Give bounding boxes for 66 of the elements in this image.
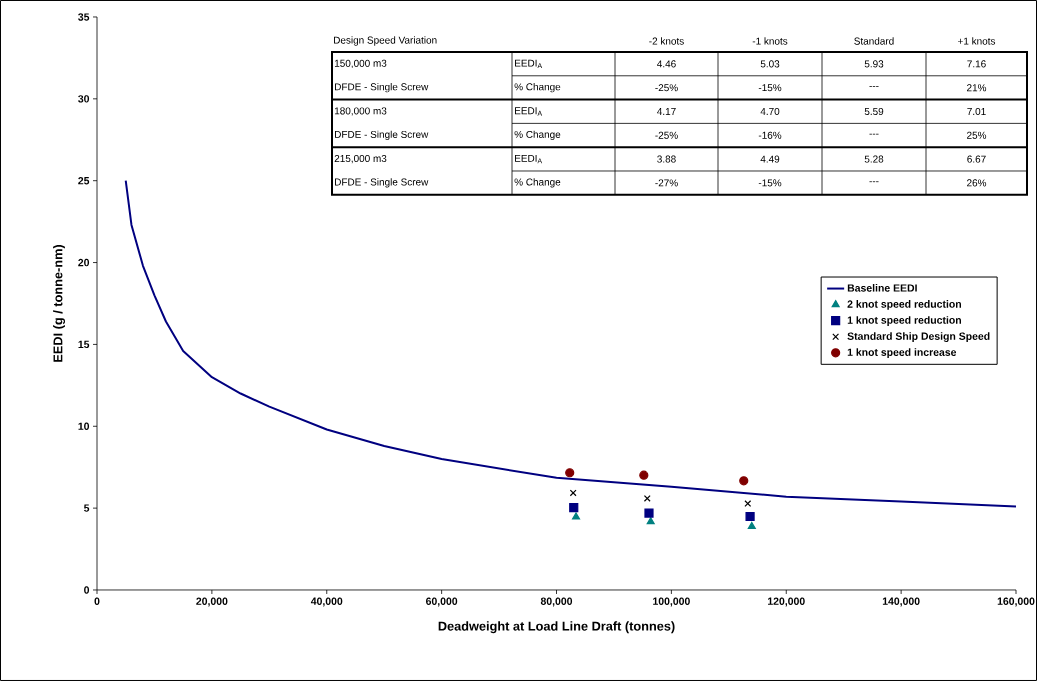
x-tick-label: 20,000 <box>196 597 228 607</box>
annotation: DFDE - Single Screw <box>335 130 429 140</box>
annotation: 25% <box>967 131 987 139</box>
x-tick-label: 80,000 <box>540 597 573 607</box>
x-tick-label: 40,000 <box>310 597 343 607</box>
annotation: EEDI$_{A}$ <box>515 59 543 69</box>
annotation: 3.88 <box>657 155 676 163</box>
x-tick-label: 140,000 <box>882 597 920 607</box>
annotation: 5.93 <box>864 60 884 68</box>
x-tick-label: 160,000 <box>997 597 1035 607</box>
y-tick-label: 5 <box>84 504 90 512</box>
annotation: -15% <box>758 179 782 187</box>
annotation: 26% <box>967 179 987 187</box>
annotation: -15% <box>758 84 782 92</box>
annotation: 7.16 <box>967 60 986 68</box>
annotation: DFDE - Single Screw <box>335 178 429 188</box>
annotation: -1 knots <box>752 37 788 45</box>
annotation: -2 knots <box>649 37 684 45</box>
annotation: 4.46 <box>657 60 676 68</box>
x-tick-label: 0 <box>94 597 100 605</box>
annotation: 5.59 <box>864 107 884 116</box>
annotation: --- <box>869 86 879 87</box>
annotation: DFDE - Single Screw <box>335 83 429 93</box>
legend-label: 1 knot speed increase <box>847 348 957 359</box>
annotation: % Change <box>514 83 561 93</box>
annotation: -25% <box>655 131 678 139</box>
y-tick-label: 10 <box>78 422 90 430</box>
annotation: 4.17 <box>657 108 676 115</box>
annotation: 4.49 <box>760 155 780 163</box>
legend-label: Baseline EEDI <box>847 284 917 292</box>
annotation: -25% <box>655 84 678 92</box>
annotation: --- <box>869 133 879 135</box>
y-tick-label: 30 <box>78 95 90 103</box>
annotation: +1 knots <box>958 37 996 45</box>
annotation: 7.01 <box>967 107 986 116</box>
annotation: EEDI$_{A}$ <box>515 107 543 116</box>
annotation: 180,000 m3 <box>334 107 387 116</box>
annotation: 150,000 m3 <box>334 59 387 69</box>
x-tick-label: 60,000 <box>426 597 458 607</box>
annotation: % Change <box>514 178 561 188</box>
annotation: Design Speed Variation <box>334 36 437 46</box>
x-tick-label: 120,000 <box>768 597 805 607</box>
y-tick-label: 25 <box>78 177 90 185</box>
annotation: 6.67 <box>967 155 986 163</box>
legend-label: 2 knot speed reduction <box>847 300 961 310</box>
annotation: EEDI$_{A}$ <box>515 154 543 164</box>
y-axis-title: EEDI (g / tonne-nm) <box>53 244 66 362</box>
annotation: Standard <box>854 37 894 45</box>
y-tick-label: 0 <box>84 586 90 594</box>
annotation: -27% <box>655 179 678 187</box>
annotation: 21% <box>967 84 987 92</box>
legend-label: 1 knot speed reduction <box>847 316 961 326</box>
annotation: % Change <box>514 130 561 140</box>
annotation: 215,000 m3 <box>334 154 387 164</box>
annotation: -16% <box>758 131 782 139</box>
y-tick-label: 20 <box>78 258 90 267</box>
annotation: 5.03 <box>760 60 780 68</box>
x-tick-label: 100,000 <box>653 597 690 607</box>
annotation: 5.28 <box>864 155 884 163</box>
y-tick-label: 35 <box>78 13 90 21</box>
annotation: 4.70 <box>760 107 780 116</box>
line-series <box>124 179 1018 508</box>
legend-label: Standard Ship Design Speed <box>847 332 990 342</box>
y-tick-label: 15 <box>78 340 90 349</box>
annotation: --- <box>869 181 879 183</box>
x-axis-title: Deadweight at Load Line Draft (tonnes) <box>438 621 675 634</box>
